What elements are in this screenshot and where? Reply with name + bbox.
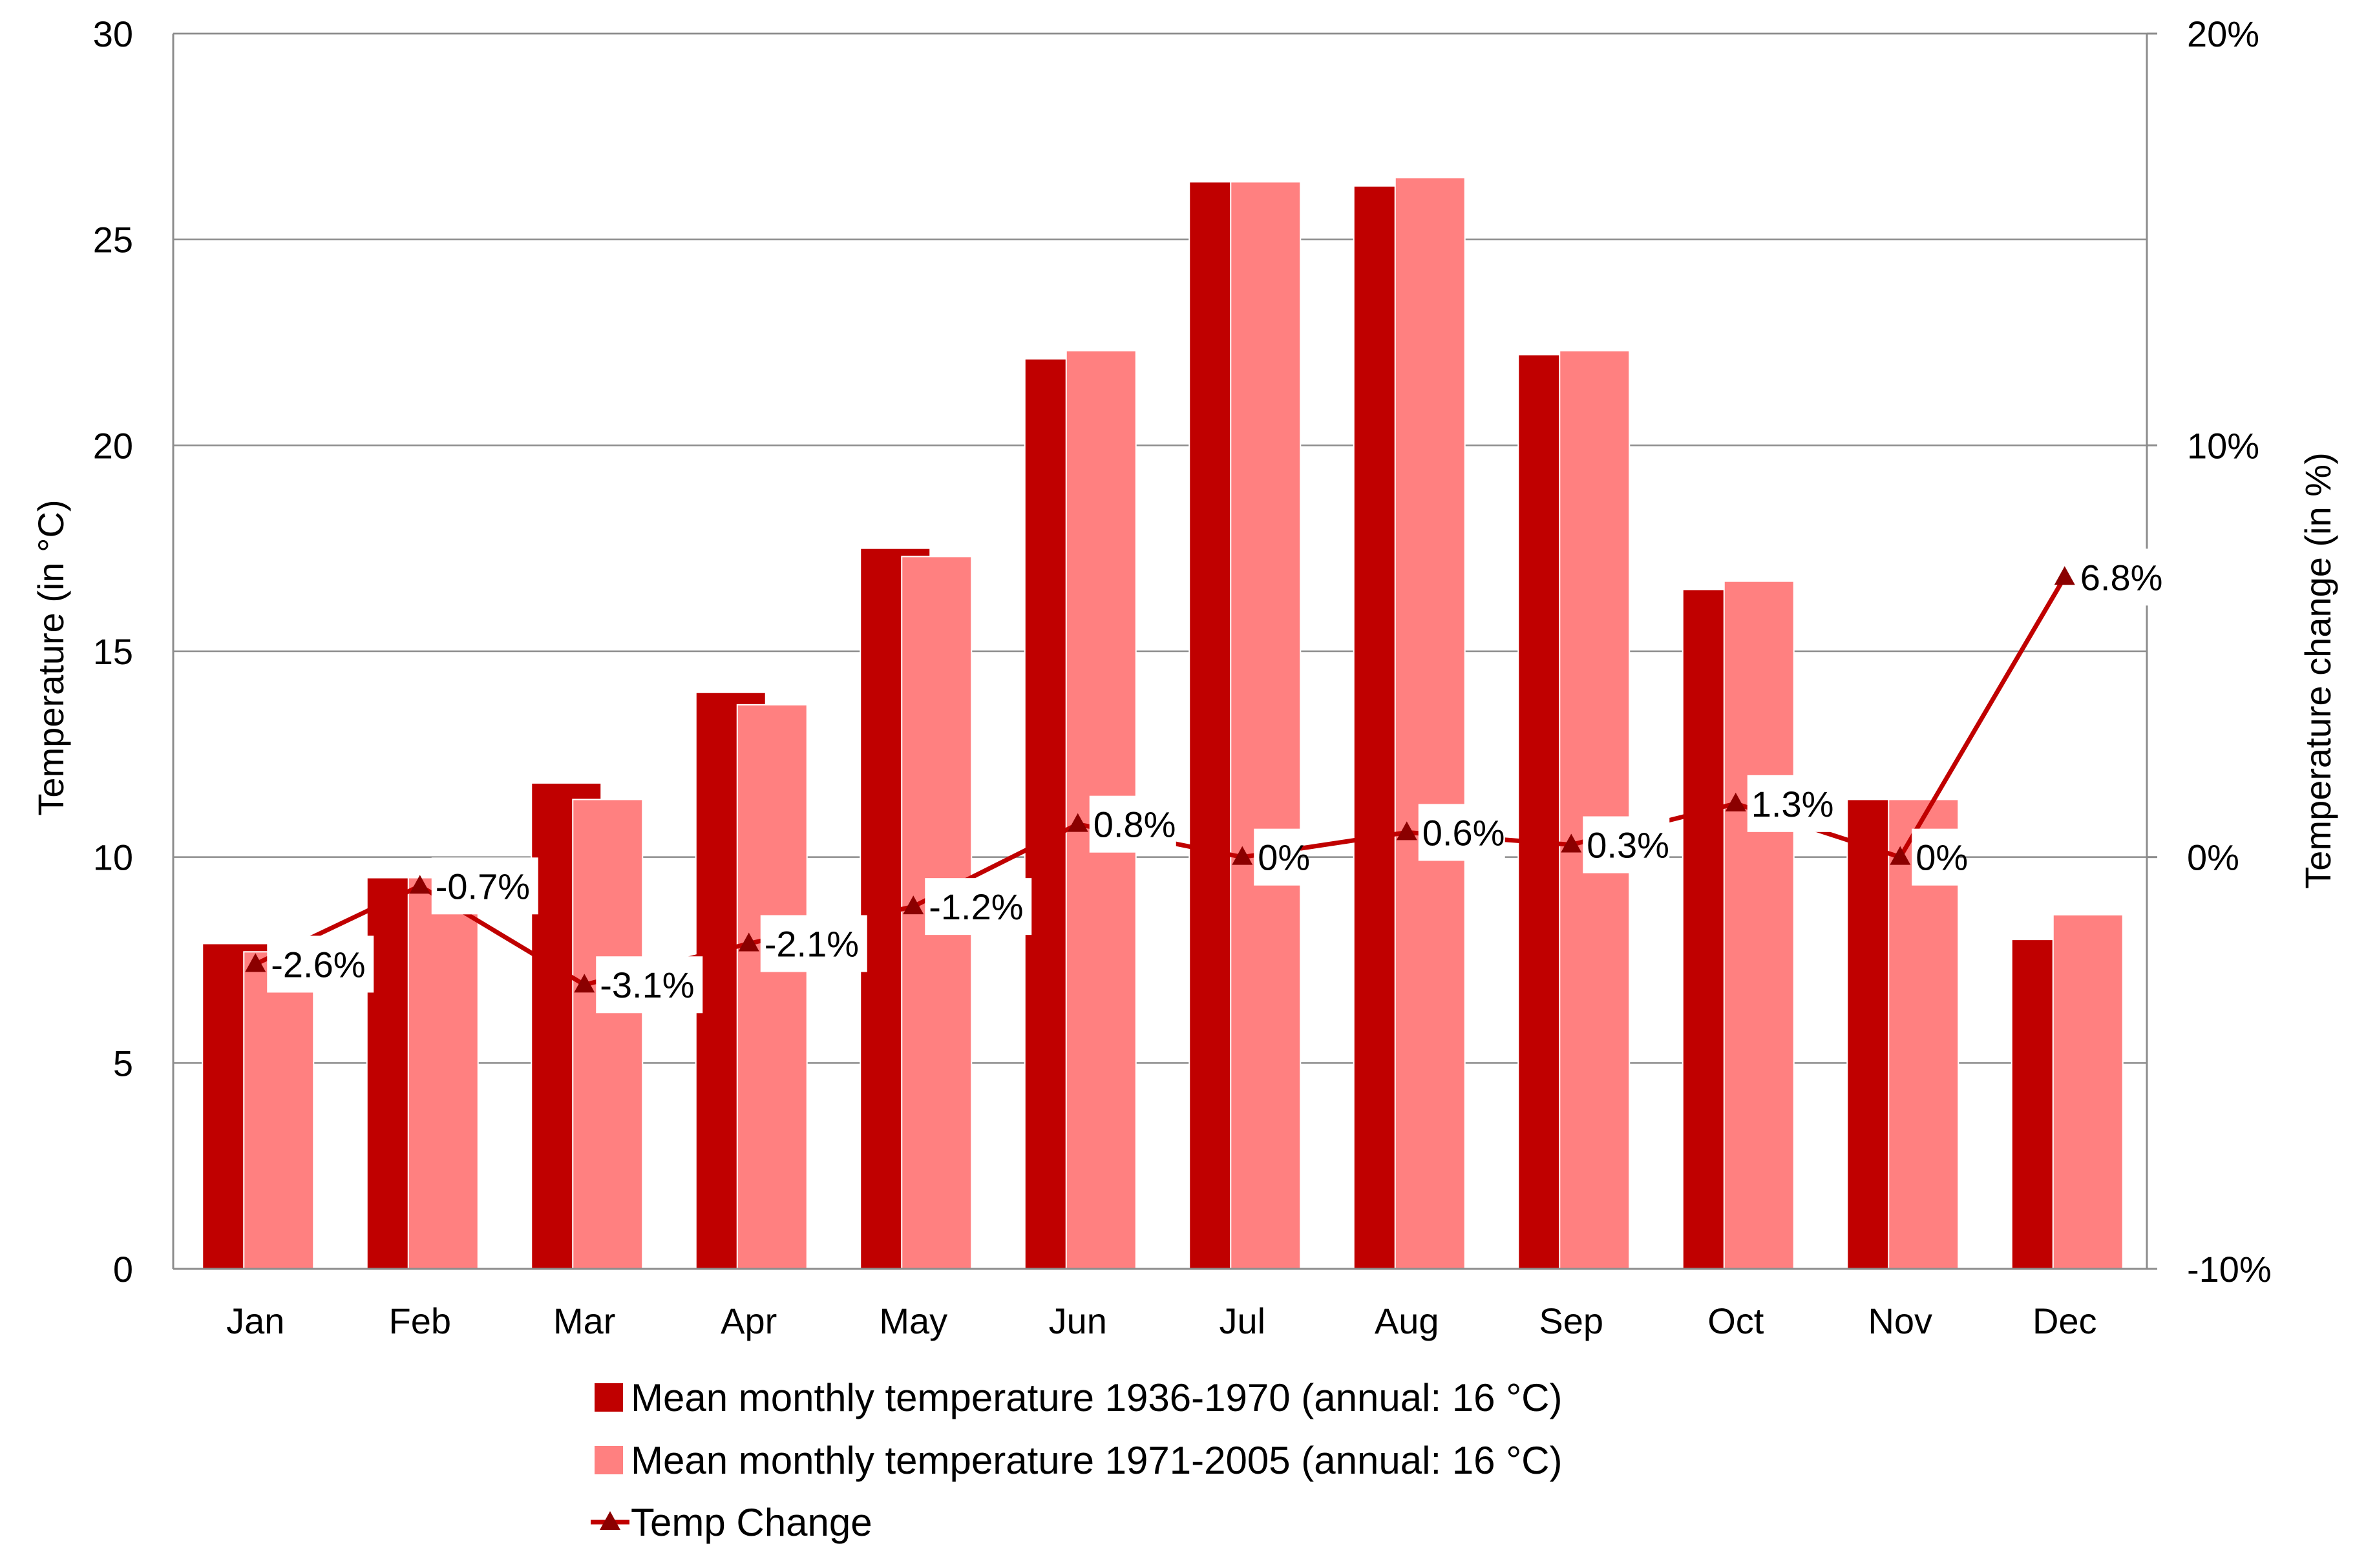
- bar-1971-2005: [1230, 181, 1302, 1270]
- data-label: -2.1%: [765, 924, 859, 965]
- temp-change-marker: [1232, 846, 1253, 865]
- data-label-bg: [1747, 775, 1834, 832]
- data-label-bg: [596, 956, 703, 1014]
- data-label: -0.7%: [436, 866, 530, 906]
- data-label: 0%: [1258, 837, 1310, 878]
- x-tick-label: Dec: [2033, 1301, 2097, 1341]
- x-tick-label: Mar: [553, 1301, 615, 1341]
- temp-change-marker: [574, 974, 595, 993]
- x-tick-label: Feb: [389, 1301, 452, 1341]
- data-label-bg: [431, 857, 538, 915]
- y-tick-label: 25: [93, 220, 133, 260]
- bar-1971-2005: [243, 951, 315, 1270]
- x-tick-label: Apr: [721, 1301, 777, 1341]
- data-label: -1.2%: [929, 886, 1023, 927]
- data-label: 0.8%: [1093, 804, 1176, 845]
- y-tick-label: 30: [93, 14, 133, 54]
- bar-1971-2005: [1394, 177, 1466, 1270]
- x-tick-label: Nov: [1868, 1301, 1932, 1341]
- legend-swatch: [595, 1446, 623, 1474]
- x-tick-label: May: [879, 1301, 947, 1341]
- y-right-axis-title: Temperature change (in %): [2297, 452, 2338, 888]
- bar-1971-2005: [1723, 580, 1795, 1270]
- y-tick-label: 20: [93, 425, 133, 466]
- temp-change-marker: [409, 875, 430, 894]
- y-right-tick-label: -10%: [2187, 1249, 2272, 1290]
- data-label: -2.6%: [271, 944, 365, 985]
- x-tick-label: Sep: [1539, 1301, 1603, 1341]
- y-right-tick-label: 20%: [2187, 14, 2259, 54]
- temp-change-marker: [1396, 821, 1417, 841]
- data-label: 0%: [1916, 837, 1968, 878]
- y-right-tick-label: 10%: [2187, 425, 2259, 466]
- y-tick-label: 10: [93, 837, 133, 878]
- temp-change-marker: [1561, 833, 1582, 853]
- bar-1971-2005: [1559, 350, 1631, 1270]
- temp-change-marker: [2054, 566, 2075, 585]
- legend-label: Mean monthly temperature 1936-1970 (annu…: [631, 1376, 1563, 1419]
- x-tick-label: Aug: [1375, 1301, 1439, 1341]
- y-right-tick-label: 0%: [2187, 837, 2239, 878]
- bar-1971-2005: [407, 877, 479, 1270]
- data-label-bg: [1912, 828, 1959, 886]
- y-tick-label: 15: [93, 631, 133, 672]
- bars: [202, 177, 2124, 1270]
- temp-change-marker: [1890, 846, 1911, 865]
- temp-change-marker: [903, 895, 924, 915]
- data-label: 1.3%: [1751, 784, 1834, 824]
- data-label: 6.8%: [2080, 557, 2163, 598]
- data-label: -3.1%: [600, 965, 694, 1005]
- data-label-bg: [2076, 549, 2163, 606]
- data-label-bg: [925, 878, 1032, 936]
- y-tick-label: 0: [113, 1249, 133, 1290]
- data-label: 0.6%: [1422, 812, 1505, 853]
- temp-change-marker: [245, 953, 266, 972]
- temp-change-marker: [738, 932, 759, 952]
- data-label: 0.3%: [1587, 825, 1669, 866]
- data-label-bg: [1418, 804, 1505, 861]
- data-label-bg: [1089, 795, 1176, 853]
- data-label-bg: [760, 915, 867, 972]
- bar-1971-2005: [2052, 914, 2124, 1270]
- legend-marker: [600, 1511, 620, 1530]
- legend: Mean monthly temperature 1936-1970 (annu…: [591, 1376, 1563, 1544]
- x-tick-label: Jun: [1049, 1301, 1107, 1341]
- y-tick-label: 5: [113, 1043, 133, 1083]
- data-labels: -2.6% -0.7% -3.1% -2.1% -1.2% 0.8% 0% 0.6% 0.3% 1…: [267, 549, 2163, 1014]
- bar-1971-2005: [572, 799, 644, 1270]
- bar-1971-2005: [736, 704, 808, 1270]
- legend-label: Mean monthly temperature 1971-2005 (annu…: [631, 1439, 1563, 1482]
- y-axis-title: Temperature (in °C): [30, 499, 71, 815]
- data-label-bg: [267, 936, 374, 993]
- x-tick-label: Jan: [226, 1301, 284, 1341]
- data-label-bg: [1583, 816, 1670, 873]
- temp-change-marker: [1725, 792, 1746, 811]
- x-tick-label: Oct: [1707, 1301, 1764, 1341]
- data-label-bg: [1254, 828, 1301, 886]
- temp-change-marker: [1067, 813, 1088, 832]
- legend-swatch: [595, 1383, 623, 1412]
- axes: 0 5 10 15 20 25 30 -10% 0% 10% 20% Jan Feb Mar Apr May J…: [30, 14, 2338, 1341]
- legend-label: Temp Change: [631, 1501, 872, 1544]
- x-tick-label: Jul: [1219, 1301, 1265, 1341]
